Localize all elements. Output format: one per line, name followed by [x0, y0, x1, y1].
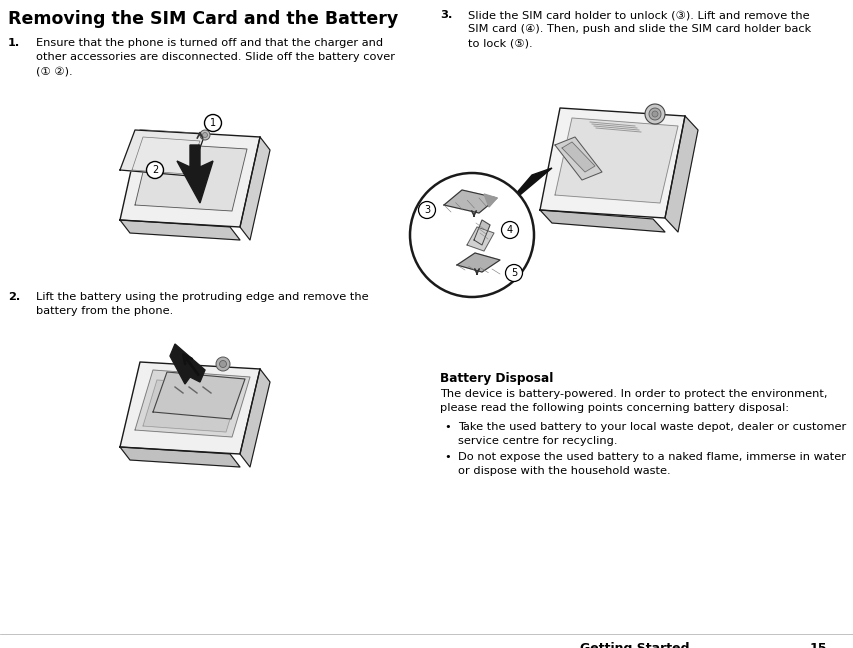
- Polygon shape: [120, 447, 240, 467]
- Text: Removing the SIM Card and the Battery: Removing the SIM Card and the Battery: [8, 10, 397, 28]
- Text: •: •: [444, 422, 450, 432]
- Polygon shape: [170, 344, 205, 384]
- Polygon shape: [502, 168, 551, 210]
- Polygon shape: [120, 362, 259, 454]
- Circle shape: [505, 264, 522, 281]
- Polygon shape: [467, 227, 493, 251]
- Text: 1: 1: [210, 118, 216, 128]
- Polygon shape: [539, 210, 664, 232]
- Text: Lift the battery using the protruding edge and remove the
battery from the phone: Lift the battery using the protruding ed…: [36, 292, 368, 316]
- Polygon shape: [142, 380, 240, 432]
- Polygon shape: [456, 253, 499, 272]
- Text: 3.: 3.: [439, 10, 452, 20]
- Circle shape: [418, 202, 435, 218]
- Text: 5: 5: [510, 268, 517, 278]
- Polygon shape: [120, 130, 259, 227]
- Text: Battery Disposal: Battery Disposal: [439, 372, 553, 385]
- Text: •: •: [444, 452, 450, 462]
- Polygon shape: [444, 190, 496, 213]
- Polygon shape: [120, 130, 205, 176]
- Polygon shape: [539, 108, 684, 218]
- Text: Getting Started: Getting Started: [579, 642, 688, 648]
- Polygon shape: [177, 145, 212, 203]
- Text: 2.: 2.: [8, 292, 20, 302]
- Circle shape: [147, 161, 163, 178]
- Text: 3: 3: [423, 205, 430, 215]
- Circle shape: [409, 173, 533, 297]
- Polygon shape: [664, 116, 697, 232]
- Circle shape: [644, 104, 664, 124]
- Polygon shape: [484, 194, 496, 207]
- Circle shape: [204, 115, 221, 132]
- Text: Take the used battery to your local waste depot, dealer or customer
service cent: Take the used battery to your local wast…: [457, 422, 845, 446]
- Polygon shape: [120, 220, 240, 240]
- Text: Do not expose the used battery to a naked flame, immerse in water
or dispose wit: Do not expose the used battery to a nake…: [457, 452, 845, 476]
- Polygon shape: [554, 137, 601, 180]
- Circle shape: [651, 111, 657, 117]
- Polygon shape: [135, 370, 250, 437]
- Polygon shape: [240, 137, 270, 240]
- Polygon shape: [554, 118, 677, 203]
- Circle shape: [216, 357, 229, 371]
- Text: Ensure that the phone is turned off and that the charger and
other accessories a: Ensure that the phone is turned off and …: [36, 38, 395, 76]
- Text: 4: 4: [507, 225, 513, 235]
- Text: 15: 15: [809, 642, 827, 648]
- Circle shape: [219, 360, 226, 367]
- Polygon shape: [153, 372, 245, 419]
- Polygon shape: [135, 143, 247, 211]
- Polygon shape: [561, 142, 595, 172]
- Circle shape: [501, 222, 518, 238]
- Polygon shape: [240, 369, 270, 467]
- Text: 1.: 1.: [8, 38, 20, 48]
- Text: Slide the SIM card holder to unlock (③). Lift and remove the
SIM card (④). Then,: Slide the SIM card holder to unlock (③).…: [467, 10, 810, 48]
- Polygon shape: [473, 220, 490, 245]
- Circle shape: [200, 130, 210, 140]
- Circle shape: [202, 132, 207, 137]
- Text: The device is battery-powered. In order to protect the environment,
please read : The device is battery-powered. In order …: [439, 389, 827, 413]
- Circle shape: [648, 108, 660, 120]
- Text: 2: 2: [152, 165, 158, 175]
